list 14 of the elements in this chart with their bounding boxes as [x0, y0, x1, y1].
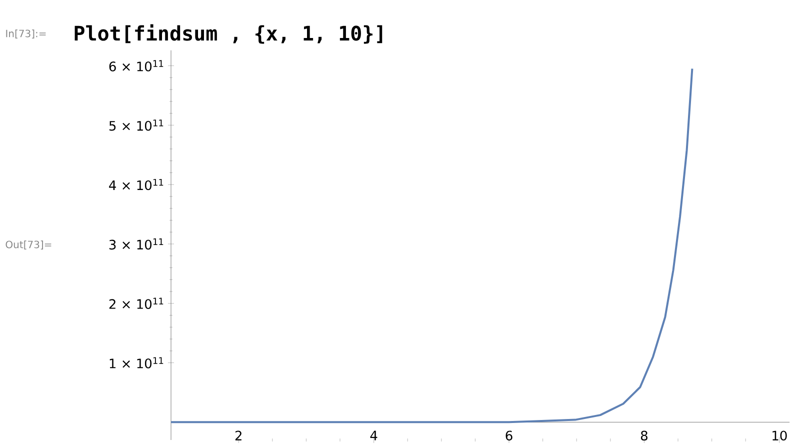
- y-tick-label: 4 × 10$^{11}$: [109, 178, 164, 190]
- y-tick-label: 1 × 10$^{11}$: [110, 357, 164, 368]
- x-tick-label: 8: [640, 430, 648, 441]
- chart-title: Plot[findsum , {x, 1, 10}]: [74, 24, 382, 44]
- y-tick-label: 3 × 10$^{11}$: [109, 238, 164, 250]
- x-tick-label: 10: [772, 430, 787, 441]
- text: In[73]:=: [6, 30, 46, 38]
- x-tick-label: 4: [370, 430, 378, 440]
- x-tick-label: 2: [235, 430, 242, 440]
- y-tick-label: 5 × 10$^{11}$: [109, 120, 164, 131]
- x-tick-label: 6: [506, 430, 512, 441]
- y-tick-label: 2 × 10$^{11}$: [109, 298, 164, 309]
- y-tick-label: 6 × 10$^{11}$: [109, 60, 164, 72]
- text: Out[73]=: [6, 240, 52, 250]
